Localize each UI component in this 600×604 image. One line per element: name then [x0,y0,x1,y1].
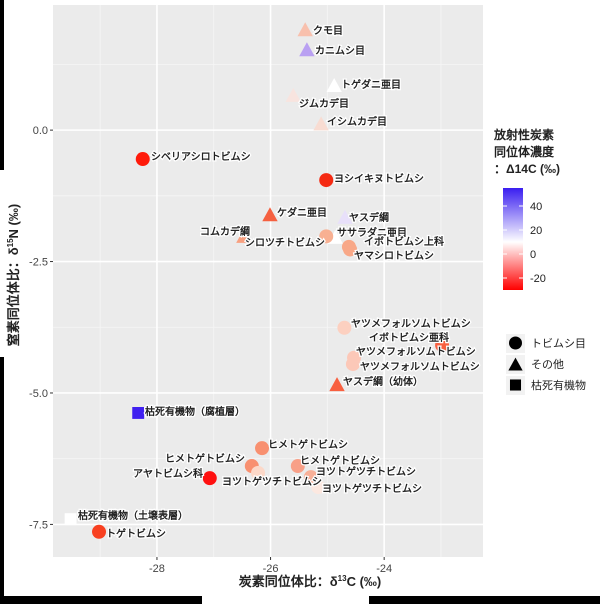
colorbar-title-3: ：Δ14C (‰) [494,162,560,176]
point-labels: クモ目カニムシ目トゲダニ亜目ジムカデ目イシムカデ目シベリアシロトビムシヨシイキヌ… [77,24,481,542]
data-point-circle [343,242,358,257]
y-tick-label: -2.5 [29,257,48,269]
data-point-circle [251,465,266,480]
data-point-triangle [262,207,278,222]
data-point-triangle [313,116,329,131]
point-label: ヤツメフォルソムトビムシ [351,317,471,330]
x-axis-title: 炭素同位体比：δ13C (‰) [239,574,381,589]
point-label: 枯死有機物（土壌表層） [78,509,188,522]
point-label: イシムカデ目 [327,115,387,128]
plot-panel [53,5,483,557]
frame-left-bottom [0,357,4,604]
data-point-triangle [329,377,345,392]
data-point-circle [435,338,450,353]
data-point-square [64,513,77,526]
frame-bottom-left [0,596,202,604]
axis-ticks: -28 -26 -24 0.0 -2.5 -5.0 -7.5 [29,125,392,575]
frame-left-top [0,0,4,170]
x-tick-label: -28 [149,563,165,575]
colorbar-title-2: 同位体濃度 [494,144,555,159]
point-label: ジムカデ目 [299,97,349,110]
colorbar-legend: 放射性炭素 同位体濃度 ：Δ14C (‰) 40 20 0 -20 [493,127,560,290]
colorbar [503,188,523,290]
data-point-circle [202,471,217,486]
point-label: ヨツトゲツチトビムシ [316,465,416,478]
data-point-circle [345,357,360,372]
data-point-triangle [236,228,252,243]
point-label: トゲトビムシ [106,527,166,540]
colorbar-tick-label: -20 [530,273,546,285]
data-point-circle [311,480,326,495]
legend-label: その他 [531,358,564,371]
point-label: アヤトビムシ科 [133,467,203,480]
point-label: ヨシイキヌトビムシ [334,172,424,185]
point-label: 枯死有機物（腐植層） [145,405,245,418]
data-point-square [132,407,145,419]
y-axis-title: 窒素同位体比：δ15N (‰) [6,204,21,346]
y-tick-label: 0.0 [33,125,48,137]
point-label: ヨツトゲツチトビムシ [322,482,422,495]
y-tick-label: -7.5 [29,519,48,531]
legend-triangle-icon [508,357,523,371]
y-tick-label: -5.0 [29,388,48,400]
point-label: クモ目 [313,25,343,37]
colorbar-title-1: 放射性炭素 [493,127,554,142]
legend-label: トビムシ目 [531,337,586,350]
point-label: コムカデ綱 [200,225,250,238]
data-point-triangle [285,87,301,102]
point-label: カニムシ目 [315,45,365,57]
frame-bottom-right [369,596,600,604]
point-label: シベリアシロトビムシ [151,150,251,163]
point-label: ヤマシロトビムシ [354,249,434,262]
data-point-circle [337,320,352,335]
data-point-circle [303,470,318,485]
point-label: ヨツトゲツチトビムシ [222,475,322,488]
data-point-triangle [297,22,313,37]
point-label: ササラダニ亜目 [337,226,407,239]
x-tick-label: -26 [263,563,279,575]
data-point-triangle [326,77,342,92]
point-label: シロツチトビムシ [245,236,325,249]
legend-label: 枯死有機物 [531,378,586,392]
point-label: ヤツメフォルソムトビムシ [360,360,480,373]
point-label: イボトビムシ亜科 [369,331,449,344]
data-point-triangle [337,209,353,224]
x-tick-label: -24 [376,563,392,575]
colorbar-tick-label: 40 [530,201,542,213]
gridlines [53,5,483,557]
data-point-circle [92,524,107,539]
data-point-circle [135,152,150,167]
point-label: ヒメトゲトビムシ [300,454,380,467]
point-label: ケダニ亜目 [277,206,327,219]
point-label: ヤツメフォルソムトビムシ [356,345,476,358]
data-point-circle [319,229,334,244]
point-label: ヤスデ綱 [349,211,389,224]
data-point-triangle [299,42,315,57]
colorbar-tick-label: 0 [530,249,536,261]
data-point-circle [319,173,334,188]
point-label: ヒメトゲトビムシ [165,452,245,465]
legend-circle-icon [509,336,522,350]
data-points [64,22,450,539]
point-label: イボトビムシ上科 [364,235,444,248]
colorbar-tick-label: 20 [530,225,542,237]
data-point-circle [255,441,270,456]
point-label: ヒメトゲトビムシ [268,438,348,451]
point-label: ヤスデ綱（幼体） [343,375,423,388]
point-label: トゲダニ亜目 [341,78,401,91]
legend-square-icon [509,379,522,391]
data-point-circle [290,459,305,474]
